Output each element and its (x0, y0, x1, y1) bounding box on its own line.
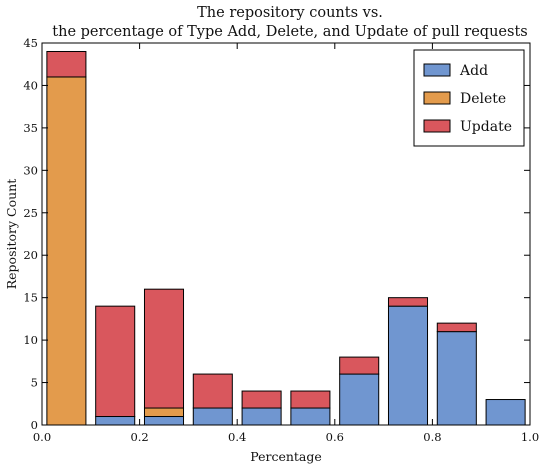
y-tick-label: 30 (23, 163, 38, 177)
legend-swatch-delete (423, 91, 451, 105)
ticks: 0.0 0.2 0.4 0.6 0.8 1.0 0 5 10 15 20 25 30 35 40 45 (23, 36, 539, 444)
y-tick-label: 40 (23, 78, 38, 92)
bar-add-5 (290, 407, 331, 426)
bar-add-6 (339, 373, 380, 426)
x-tick-label: 0.6 (326, 430, 344, 444)
y-tick-label: 10 (23, 333, 38, 347)
y-tick-label: 25 (23, 206, 38, 220)
legend: Add Delete Update (413, 49, 525, 147)
legend-label-delete: Delete (460, 91, 506, 107)
chart-title-line-1: The repository counts vs. (197, 5, 383, 21)
bar-add-8 (436, 331, 477, 426)
chart-title-line-2: the percentage of Type Add, Delete, and … (52, 24, 527, 40)
bar-add-3 (192, 407, 233, 426)
bar-add-9 (485, 399, 526, 426)
bar-add-2 (143, 416, 185, 426)
y-tick-label: 15 (23, 291, 38, 305)
bar-update-6 (339, 356, 380, 375)
bar-update-7 (387, 297, 429, 307)
legend-swatch-add (423, 63, 451, 77)
x-tick-label: 0.2 (130, 430, 148, 444)
legend-label-add: Add (459, 63, 488, 79)
bar-update-5 (290, 390, 331, 409)
y-axis-label: Repository Count (4, 179, 19, 290)
y-tick-label: 45 (23, 36, 38, 50)
legend-swatch-update (423, 119, 451, 133)
y-tick-label: 35 (23, 121, 38, 135)
y-tick-label: 20 (23, 248, 38, 262)
bar-update-2 (143, 288, 185, 409)
bar-update-8 (436, 322, 477, 333)
x-tick-label: 0.4 (228, 430, 246, 444)
x-axis-label: Percentage (250, 449, 322, 464)
legend-label-update: Update (460, 119, 512, 135)
x-tick-label: 1.0 (521, 430, 539, 444)
chart-title: The repository counts vs. the percentage… (52, 5, 527, 40)
bar-update-4 (241, 390, 282, 409)
bar-delete-2 (143, 407, 185, 418)
y-tick-label: 0 (31, 418, 38, 432)
bar-update-3 (192, 373, 233, 409)
x-tick-label: 0.0 (33, 430, 51, 444)
bars (46, 50, 526, 426)
bar-delete-0 (46, 76, 87, 426)
x-tick-label: 0.8 (423, 430, 441, 444)
plot-area-frame (41, 42, 531, 426)
bar-update-1 (95, 305, 136, 418)
bar-add-7 (387, 305, 429, 426)
bar-update-0 (46, 50, 87, 78)
bar-add-4 (241, 407, 282, 426)
y-tick-label: 5 (31, 376, 38, 390)
bar-add-1 (95, 416, 136, 426)
